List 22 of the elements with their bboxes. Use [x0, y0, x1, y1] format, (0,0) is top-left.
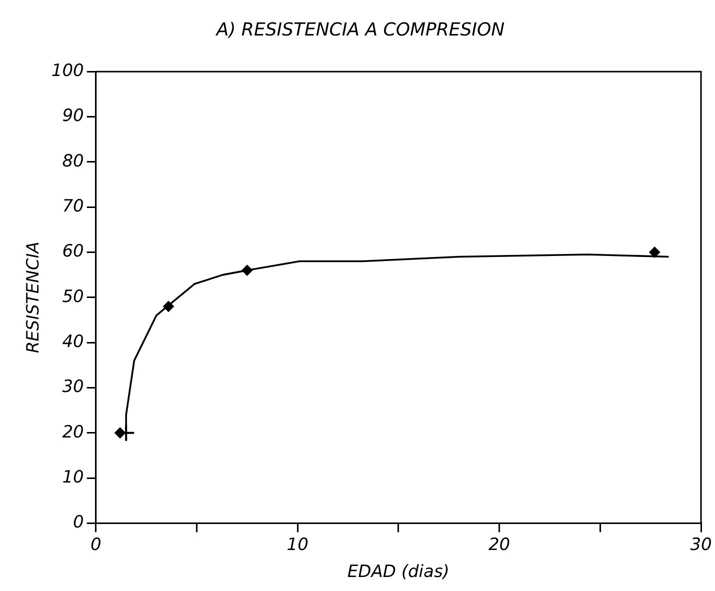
y-tick-label: 0 [73, 512, 84, 533]
y-tick-label: 60 [62, 242, 84, 262]
point [162, 300, 174, 312]
x-tick-label: 0 [90, 534, 102, 555]
chart-title: A) RESISTENCIA A COMPRESION [215, 19, 505, 40]
x-tick-label: 20 [488, 534, 510, 555]
point [649, 246, 660, 258]
y-tick-label: 50 [62, 286, 84, 307]
x-tick-label: 30 [690, 534, 712, 555]
point [114, 427, 126, 438]
y-tick-label: 10 [62, 467, 84, 488]
y-tick-label: 30 [62, 377, 84, 398]
y-tick-label: 40 [62, 332, 84, 352]
x-tick-label: 10 [286, 534, 308, 555]
y-tick-label: 90 [62, 106, 84, 126]
y-tick-label: 70 [62, 196, 84, 216]
y-axis-title: RESISTENCIA [24, 242, 44, 354]
point [242, 264, 253, 276]
y-tick-label: 20 [62, 422, 84, 442]
x-axis-title: EDAD (dias) [347, 562, 450, 582]
y-tick-label: 100 [51, 61, 84, 82]
y-tick-label: 80 [62, 151, 84, 172]
